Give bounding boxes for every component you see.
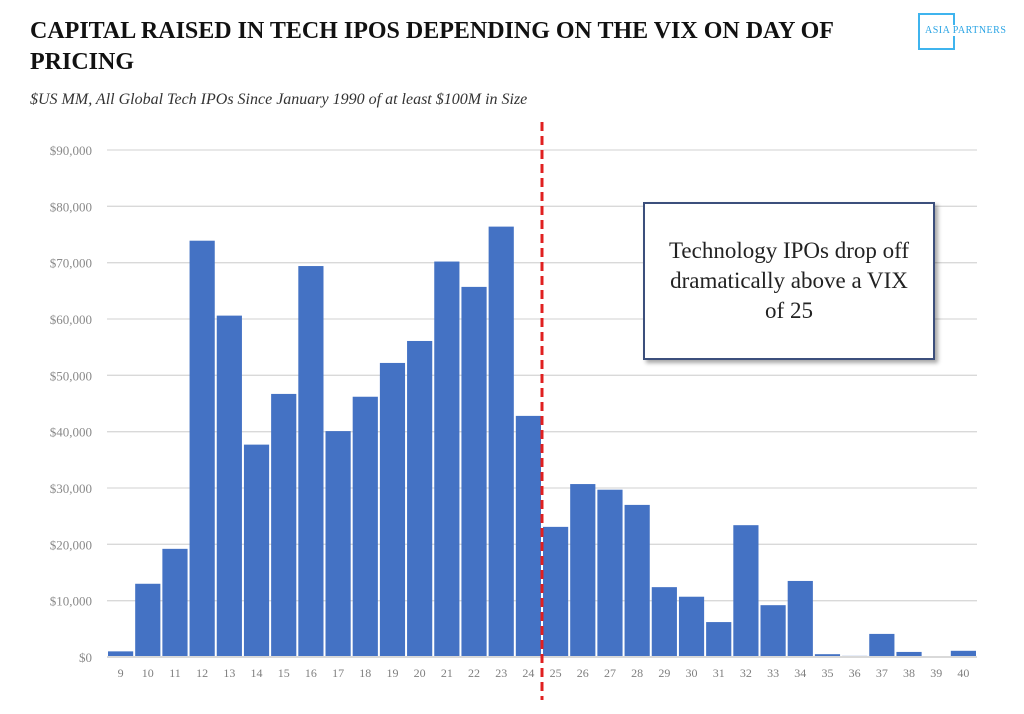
bar xyxy=(570,484,596,657)
x-tick-label: 35 xyxy=(821,666,833,680)
x-tick-label: 29 xyxy=(658,666,670,680)
x-tick-label: 21 xyxy=(441,666,453,680)
x-tick-label: 30 xyxy=(686,666,698,680)
bar xyxy=(461,286,487,657)
x-tick-label: 12 xyxy=(196,666,208,680)
bar xyxy=(407,340,433,657)
chart-subtitle: $US MM, All Global Tech IPOs Since Janua… xyxy=(30,91,528,108)
y-tick-label: $90,000 xyxy=(50,143,92,158)
bar xyxy=(651,587,677,657)
x-tick-label: 36 xyxy=(849,666,861,680)
bar xyxy=(760,605,786,657)
bar xyxy=(543,526,569,657)
x-tick-label: 22 xyxy=(468,666,480,680)
x-tick-label: 14 xyxy=(251,666,263,680)
y-tick-label: $60,000 xyxy=(50,312,92,327)
x-tick-label: 28 xyxy=(631,666,643,680)
annotation-callout: Technology IPOs drop off dramatically ab… xyxy=(643,202,935,360)
x-tick-label: 11 xyxy=(169,666,181,680)
y-tick-label: $20,000 xyxy=(50,537,92,552)
bar xyxy=(379,362,406,657)
bar xyxy=(325,431,351,657)
bar xyxy=(787,580,813,657)
y-tick-label: $40,000 xyxy=(50,425,92,440)
x-tick-label: 40 xyxy=(957,666,969,680)
chart-title: CAPITAL RAISED IN TECH IPOS DEPENDING ON… xyxy=(30,18,834,75)
bar xyxy=(488,226,514,657)
x-tick-label: 39 xyxy=(930,666,942,680)
x-tick-label: 27 xyxy=(604,666,616,680)
bar xyxy=(950,650,976,657)
bar xyxy=(298,266,324,657)
x-tick-label: 18 xyxy=(359,666,371,680)
x-tick-label: 33 xyxy=(767,666,779,680)
bar xyxy=(243,444,270,657)
x-tick-label: 25 xyxy=(550,666,562,680)
bar xyxy=(135,583,161,657)
bar xyxy=(515,415,541,657)
bar xyxy=(162,548,188,657)
x-tick-label: 24 xyxy=(522,666,534,680)
bar xyxy=(896,651,922,657)
y-tick-label: $30,000 xyxy=(50,481,92,496)
logo-text: ASIA PARTNERS xyxy=(924,25,1008,36)
bar xyxy=(434,261,460,657)
x-tick-label: 38 xyxy=(903,666,915,680)
y-tick-label: $10,000 xyxy=(50,594,92,609)
x-tick-label: 32 xyxy=(740,666,752,680)
y-tick-label: $0 xyxy=(79,650,92,665)
x-tick-label: 31 xyxy=(713,666,725,680)
y-tick-label: $80,000 xyxy=(50,199,92,214)
bar xyxy=(271,393,297,657)
bar xyxy=(216,315,242,657)
y-tick-label: $50,000 xyxy=(50,368,92,383)
bar xyxy=(733,525,759,657)
x-tick-label: 20 xyxy=(414,666,426,680)
x-tick-label: 34 xyxy=(794,666,806,680)
x-tick-label: 23 xyxy=(495,666,507,680)
x-tick-label: 19 xyxy=(386,666,398,680)
bar xyxy=(624,504,650,657)
x-tick-label: 16 xyxy=(305,666,317,680)
bar xyxy=(189,240,215,658)
bar xyxy=(108,651,134,657)
x-tick-label: 26 xyxy=(577,666,589,680)
x-tick-label: 9 xyxy=(118,666,124,680)
y-tick-label: $70,000 xyxy=(50,256,92,271)
x-tick-label: 13 xyxy=(223,666,235,680)
bar xyxy=(814,654,841,657)
x-tick-label: 37 xyxy=(876,666,888,680)
bar xyxy=(869,633,895,657)
bar xyxy=(352,396,378,657)
bar xyxy=(706,622,732,657)
bar xyxy=(597,489,623,657)
x-tick-label: 17 xyxy=(332,666,344,680)
x-tick-label: 10 xyxy=(142,666,154,680)
x-tick-label: 15 xyxy=(278,666,290,680)
bar xyxy=(678,596,705,657)
